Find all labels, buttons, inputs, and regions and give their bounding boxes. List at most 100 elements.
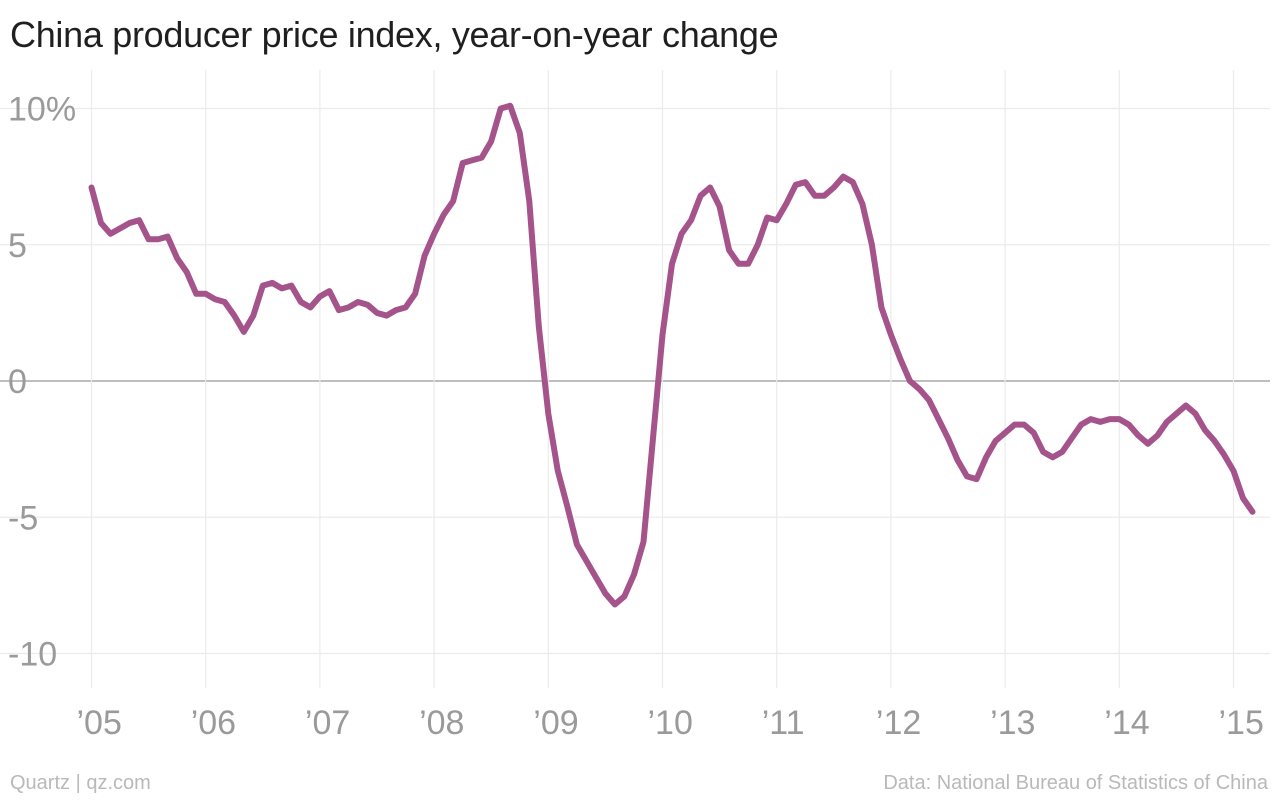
- data-point: [564, 503, 570, 509]
- data-point: [469, 157, 475, 163]
- data-point: [1021, 422, 1027, 428]
- data-point: [174, 255, 180, 261]
- series-layer: [88, 102, 1256, 608]
- data-point: [641, 539, 647, 545]
- data-point: [336, 307, 342, 313]
- data-point: [536, 324, 542, 330]
- x-tick-label: ’06: [191, 704, 236, 742]
- data-point: [907, 378, 913, 384]
- grid-lines: [0, 70, 1270, 688]
- axis-labels: 10% 5 0 -5 -10 ’05 ’06 ’07 ’08 ’09 ’10 ’11 ’12 ’13 ’14…: [8, 91, 1264, 743]
- data-point: [1116, 416, 1122, 422]
- x-tick-label: ’10: [648, 704, 693, 742]
- y-tick-label: 10%: [8, 91, 76, 129]
- data-point: [783, 201, 789, 207]
- data-point: [1031, 430, 1037, 436]
- data-point: [764, 215, 770, 221]
- data-point: [869, 242, 875, 248]
- data-point: [184, 269, 190, 275]
- data-point: [688, 217, 694, 223]
- data-point: [1250, 509, 1256, 515]
- x-tick-label: ’07: [305, 704, 350, 742]
- data-point: [269, 280, 275, 286]
- data-point: [517, 130, 523, 136]
- x-tick-label: ’12: [876, 704, 921, 742]
- data-point: [526, 198, 532, 204]
- data-point: [650, 435, 656, 441]
- data-point: [936, 416, 942, 422]
- data-point: [840, 174, 846, 180]
- data-point: [498, 106, 504, 112]
- y-tick-label: -10: [8, 636, 57, 674]
- data-point: [260, 283, 266, 289]
- data-point: [897, 356, 903, 362]
- x-tick-label: ’08: [419, 704, 464, 742]
- data-point: [98, 220, 104, 226]
- data-point: [602, 591, 608, 597]
- data-point: [621, 593, 627, 599]
- data-point: [1173, 411, 1179, 417]
- data-point: [355, 299, 361, 305]
- data-point: [726, 247, 732, 253]
- data-point: [326, 288, 332, 294]
- data-point: [203, 291, 209, 297]
- data-point: [583, 558, 589, 564]
- data-point: [1059, 449, 1065, 455]
- data-point: [89, 185, 95, 191]
- data-point: [384, 313, 390, 319]
- data-point: [1221, 452, 1227, 458]
- data-point: [745, 261, 751, 267]
- data-point: [393, 307, 399, 313]
- data-point: [1231, 468, 1237, 474]
- data-point: [545, 411, 551, 417]
- data-point: [717, 204, 723, 210]
- data-point: [136, 217, 142, 223]
- data-point: [793, 182, 799, 188]
- data-point: [365, 302, 371, 308]
- data-point: [574, 542, 580, 548]
- data-point: [1002, 430, 1008, 436]
- data-point: [1069, 435, 1075, 441]
- data-point: [612, 602, 618, 608]
- data-point: [1212, 438, 1218, 444]
- data-point: [241, 329, 247, 335]
- data-point: [450, 198, 456, 204]
- data-point: [165, 234, 171, 240]
- data-point: [926, 397, 932, 403]
- data-point: [507, 103, 513, 109]
- data-point: [279, 285, 285, 291]
- data-point: [222, 299, 228, 305]
- data-point: [1107, 416, 1113, 422]
- x-tick-label: ’11: [762, 704, 805, 742]
- data-point: [1078, 422, 1084, 428]
- data-point: [1240, 495, 1246, 501]
- x-tick-label: ’13: [990, 704, 1035, 742]
- data-point: [698, 193, 704, 199]
- data-point: [374, 310, 380, 316]
- data-point: [755, 242, 761, 248]
- data-point: [422, 253, 428, 259]
- data-point: [983, 454, 989, 460]
- data-point: [127, 220, 133, 226]
- data-point: [250, 313, 256, 319]
- data-point: [993, 438, 999, 444]
- series-line-0: [88, 102, 1256, 608]
- data-point: [736, 261, 742, 267]
- data-point: [593, 574, 599, 580]
- data-point: [1088, 416, 1094, 422]
- data-point: [412, 291, 418, 297]
- data-point: [821, 193, 827, 199]
- data-point: [660, 332, 666, 338]
- data-point: [707, 185, 713, 191]
- source-text: Data: National Bureau of Statistics of C…: [883, 772, 1268, 794]
- y-tick-label: 0: [8, 363, 27, 401]
- data-point: [307, 304, 313, 310]
- data-point: [212, 296, 218, 302]
- data-point: [346, 304, 352, 310]
- data-point: [1192, 411, 1198, 417]
- data-point: [193, 291, 199, 297]
- data-point: [488, 138, 494, 144]
- data-point: [108, 231, 114, 237]
- data-point: [1012, 422, 1018, 428]
